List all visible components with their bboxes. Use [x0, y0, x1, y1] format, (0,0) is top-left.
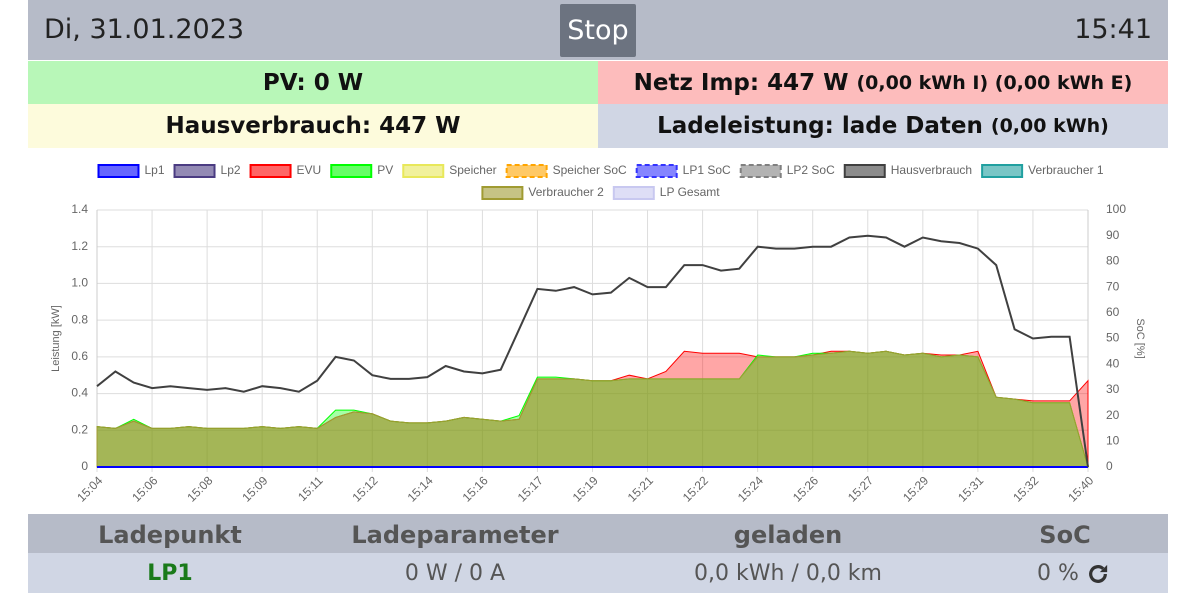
x-tick-label: 15:08: [184, 473, 215, 504]
y-tick-label: 0.4: [71, 386, 88, 400]
legend-swatch[interactable]: [505, 164, 548, 178]
legend-swatch[interactable]: [843, 164, 886, 178]
x-tick-label: 15:31: [955, 473, 986, 504]
legend-label: LP1 SoC: [683, 163, 731, 177]
legend-swatch[interactable]: [635, 164, 678, 178]
legend-swatch[interactable]: [981, 164, 1024, 178]
x-tick-label: 15:09: [239, 473, 270, 504]
time: 15:41: [1074, 14, 1152, 45]
legend-swatch[interactable]: [330, 164, 373, 178]
haus-status: Hausverbrauch: 447 W: [28, 104, 598, 148]
x-tick-label: 15:06: [129, 473, 160, 504]
y2-tick-label: 80: [1106, 254, 1120, 268]
haus-text: Hausverbrauch: 447 W: [165, 113, 461, 139]
y-tick-label: 1.2: [71, 239, 88, 253]
series-line: [96, 234, 1089, 468]
y2-tick-label: 100: [1106, 202, 1126, 216]
table-header: Ladepunkt Ladeparameter geladen SoC: [28, 514, 1168, 553]
x-tick-label: 15:21: [625, 473, 656, 504]
y-tick-label: 1.0: [71, 276, 88, 290]
pv-status: PV: 0 W: [28, 61, 598, 104]
charge-params: 0 W / 0 A: [404, 561, 506, 586]
legend-label: Speicher: [449, 163, 496, 177]
x-tick-label: 15:14: [405, 473, 436, 504]
legend-swatch[interactable]: [97, 164, 140, 178]
y-tick-label: 1.4: [71, 202, 88, 216]
x-tick-label: 15:27: [845, 473, 876, 504]
y2-tick-label: 50: [1106, 331, 1120, 345]
legend-label: Lp2: [221, 163, 241, 177]
lade-status: Ladeleistung: lade Daten (0,00 kWh): [598, 104, 1168, 148]
y-tick-label: 0.2: [71, 422, 88, 436]
date: Di, 31.01.2023: [44, 14, 245, 45]
y2-tick-label: 20: [1106, 408, 1120, 422]
column-header: geladen: [733, 521, 843, 549]
column-header: SoC: [1039, 521, 1091, 549]
y2-tick-label: 40: [1106, 356, 1120, 370]
x-tick-label: 15:12: [350, 473, 381, 504]
y2-tick-label: 70: [1106, 279, 1120, 293]
chart: 0 0.2 0.4 0.6 0.8 1.0 1.2 1.4 0 10 20 30 40 50 60 70 80 9…: [50, 163, 1146, 504]
table-row: LP1 0 W / 0 A 0,0 kWh / 0,0 km 0 %: [28, 553, 1168, 593]
y-tick-label: 0.6: [71, 349, 88, 363]
y-axis-title: Leistung [kW]: [50, 305, 62, 372]
charged: 0,0 kWh / 0,0 km: [694, 561, 882, 586]
y2-axis-title: SoC [%]: [1134, 318, 1146, 358]
x-tick-label: 15:26: [790, 473, 821, 504]
x-tick-label: 15:16: [460, 473, 491, 504]
x-tick-label: 15:40: [1065, 473, 1096, 504]
stop-button[interactable]: Stop: [560, 4, 636, 57]
column-header: Ladeparameter: [351, 521, 559, 549]
x-tick-label: 15:11: [295, 473, 326, 504]
y-tick-label: 0: [81, 459, 88, 473]
y2-tick-label: 30: [1106, 382, 1120, 396]
legend-label: Verbraucher 2: [528, 185, 604, 199]
x-tick-label: 15:24: [735, 473, 766, 504]
x-tick-label: 15:22: [680, 473, 711, 504]
legend-swatch[interactable]: [612, 186, 655, 200]
x-tick-label: 15:29: [900, 473, 931, 504]
chargepoint-name: LP1: [147, 561, 193, 586]
legend-label: LP2 SoC: [787, 163, 835, 177]
netz-detail: (0,00 kWh I) (0,00 kWh E): [856, 71, 1133, 94]
x-tick-label: 15:32: [1010, 473, 1041, 504]
column-header: Ladepunkt: [98, 521, 242, 549]
soc: 0 %: [1037, 561, 1079, 586]
x-tick-label: 15:19: [570, 473, 601, 504]
legend-swatch[interactable]: [739, 164, 782, 178]
y-tick-label: 0.8: [71, 312, 88, 326]
y2-tick-label: 0: [1106, 459, 1113, 473]
lade-detail: (0,00 kWh): [990, 115, 1109, 137]
y2-tick-label: 10: [1106, 433, 1120, 447]
legend-label: Speicher SoC: [553, 163, 627, 177]
y2-tick-label: 60: [1106, 305, 1120, 319]
legend-swatch[interactable]: [249, 164, 292, 178]
legend-swatch[interactable]: [481, 186, 524, 200]
legend-label: PV: [377, 163, 393, 177]
refresh-icon[interactable]: [1086, 563, 1110, 585]
pv-text: PV: 0 W: [262, 69, 364, 96]
legend-label: Hausverbrauch: [891, 163, 972, 177]
x-tick-label: 15:17: [515, 473, 546, 504]
top-bar: Di, 31.01.2023 Stop 15:41: [28, 0, 1168, 60]
legend-label: LP Gesamt: [660, 185, 720, 199]
series-area: [96, 350, 1089, 468]
netz-text: Netz Imp: 447 W: [633, 69, 849, 96]
x-tick-label: 15:04: [74, 473, 105, 504]
legend-label: Verbraucher 1: [1028, 163, 1104, 177]
legend-label: Lp1: [144, 163, 164, 177]
lade-text: Ladeleistung: lade Daten: [657, 113, 983, 139]
y2-tick-label: 90: [1106, 228, 1120, 242]
netz-status: Netz Imp: 447 W (0,00 kWh I) (0,00 kWh E): [598, 61, 1168, 104]
legend-swatch[interactable]: [402, 164, 445, 178]
legend-label: EVU: [297, 163, 322, 177]
legend-swatch[interactable]: [173, 164, 216, 178]
